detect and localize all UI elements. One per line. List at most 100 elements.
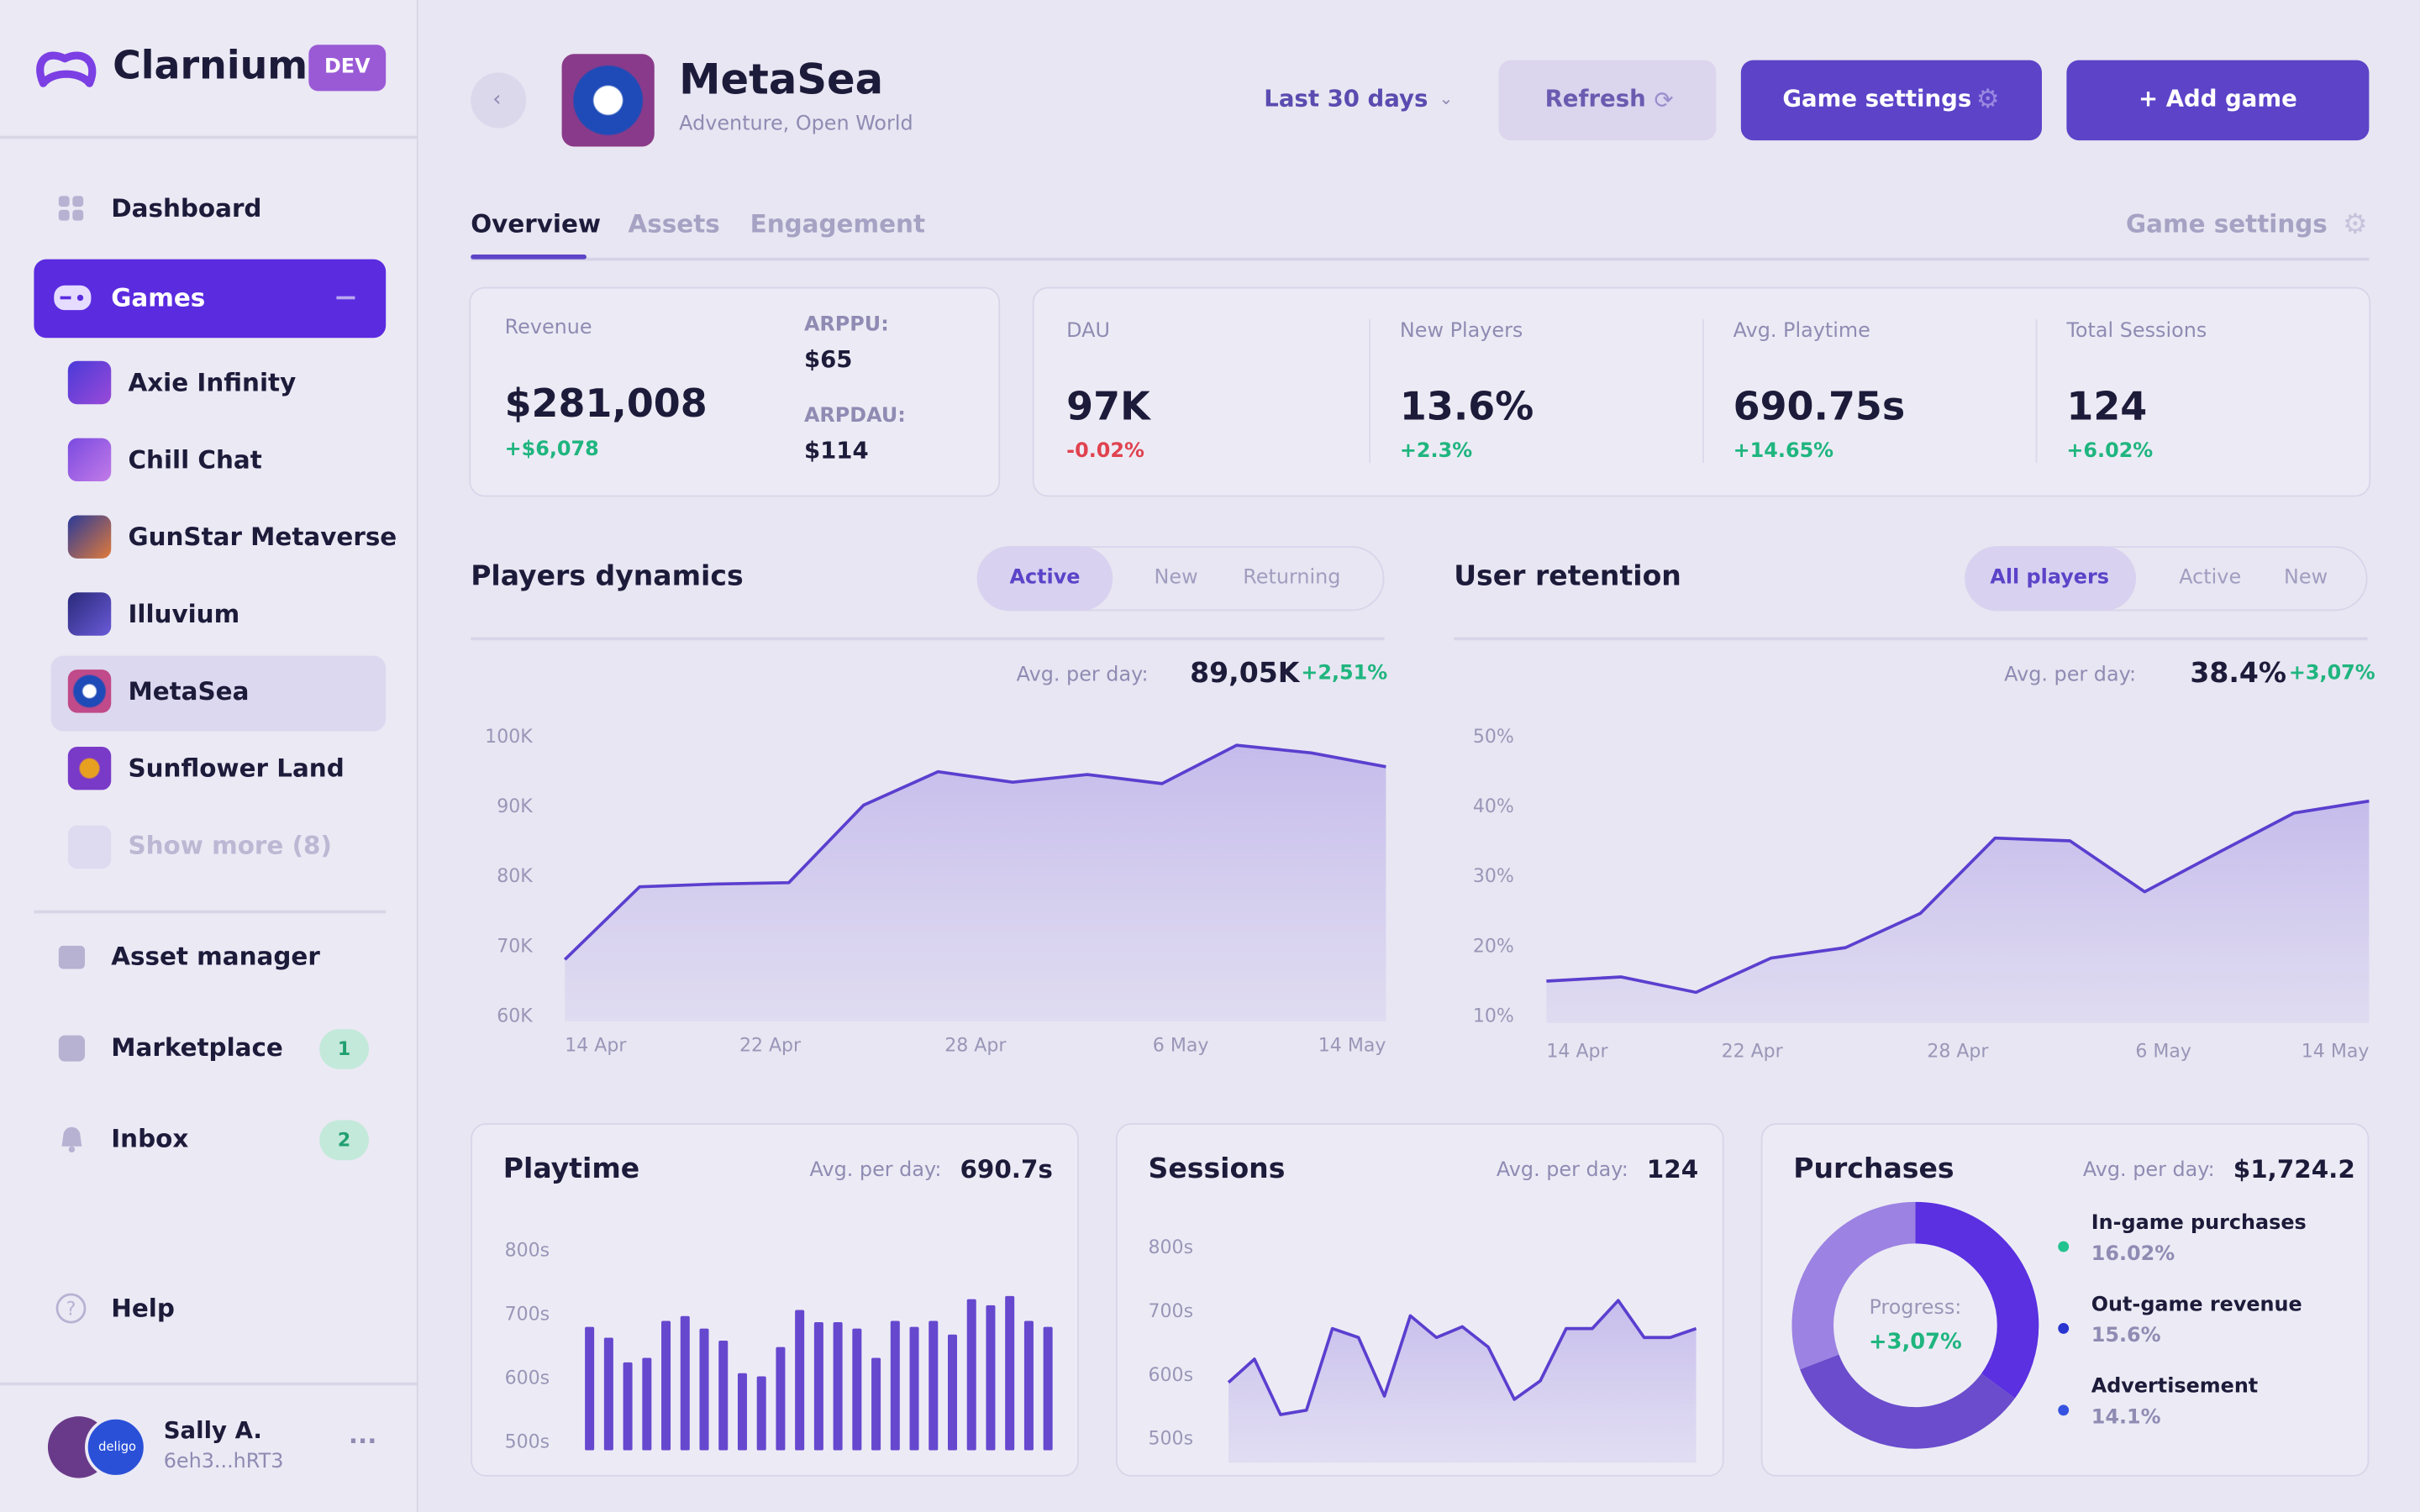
- filter[interactable]: Active: [2179, 566, 2242, 591]
- back-icon[interactable]: ‹: [492, 87, 502, 113]
- y-tick-label: 90K: [497, 796, 533, 817]
- x-tick-label: 14 Apr: [1546, 1042, 1608, 1063]
- kpi-divider: [1369, 319, 1371, 464]
- game-item[interactable]: GunStar Metaverse: [128, 522, 397, 552]
- tab-settings[interactable]: Game settings: [2126, 208, 2328, 239]
- game-icon: [67, 746, 112, 790]
- filter[interactable]: Returning: [1243, 566, 1341, 591]
- settings-label[interactable]: Game settings: [1782, 85, 1972, 113]
- bar: [776, 1347, 786, 1451]
- line: [563, 743, 1386, 961]
- avg-change: +3,07%: [2288, 662, 2375, 685]
- period-select[interactable]: Last 30 days: [1264, 85, 1428, 113]
- filter-active[interactable]: [1965, 546, 2137, 612]
- filter[interactable]: All players: [1990, 566, 2109, 591]
- more-menu[interactable]: ···: [348, 1425, 377, 1456]
- add-game-label[interactable]: + Add game: [2139, 85, 2297, 113]
- line: [1227, 1299, 1697, 1416]
- avg-change: +2,51%: [1301, 662, 1388, 685]
- help-icon: ?: [55, 1293, 87, 1324]
- bar: [718, 1340, 729, 1451]
- filter-active[interactable]: [976, 546, 1113, 612]
- avg-label: Avg. per day:: [2004, 664, 2137, 687]
- kpi-label: Avg. Playtime: [1733, 319, 1870, 344]
- card-title: Sessions: [1148, 1152, 1286, 1185]
- chevron[interactable]: ⌄: [1439, 88, 1454, 109]
- nav-asset-manager[interactable]: Asset manager: [111, 942, 320, 972]
- nav-inbox[interactable]: Inbox: [111, 1123, 189, 1153]
- nav-games[interactable]: Games: [111, 282, 206, 312]
- avg-value: 38.4%: [2190, 657, 2287, 690]
- settings-button[interactable]: [1740, 60, 2043, 141]
- bar: [966, 1299, 976, 1451]
- gear-icon[interactable]: ⚙: [1975, 84, 2000, 116]
- filter[interactable]: New: [1154, 566, 1198, 591]
- user-retention-chart: 10% 20% 30% 40% 50% 14 Apr 22 Apr 28 Apr 6 May 14…: [1473, 727, 2370, 1063]
- tab[interactable]: Overview: [471, 208, 602, 239]
- legend-dot: [2058, 1241, 2070, 1252]
- legend-value: 14.1%: [2091, 1404, 2161, 1428]
- tab[interactable]: Engagement: [750, 208, 926, 239]
- y-tick-label: 700s: [505, 1305, 550, 1326]
- game-icon: [67, 592, 112, 636]
- show-more[interactable]: Show more (8): [128, 830, 332, 860]
- bar: [623, 1362, 633, 1451]
- revenue-card: [469, 286, 1001, 497]
- stat-label: Revenue: [504, 316, 592, 340]
- game-item[interactable]: Axie Infinity: [128, 367, 297, 397]
- filter[interactable]: Active: [1009, 566, 1081, 591]
- avg-label: Avg. per day:: [1016, 664, 1149, 687]
- badge: 1: [337, 1037, 351, 1060]
- avg-label: Avg. per day:: [2082, 1158, 2215, 1183]
- y-tick-label: 600s: [1149, 1365, 1194, 1386]
- gear-icon[interactable]: ⚙: [2343, 208, 2368, 241]
- game-item[interactable]: MetaSea: [128, 676, 250, 706]
- playtime-chart: 500s 600s 700s 800s: [505, 1241, 1053, 1452]
- game-icon: [67, 515, 112, 559]
- legend-dot: [2058, 1323, 2070, 1334]
- bar: [795, 1310, 805, 1451]
- donut-segment: [1791, 1201, 2039, 1449]
- avatar-wallet: [85, 1416, 147, 1478]
- collapse-icon[interactable]: [336, 296, 355, 300]
- section-line: [1454, 637, 2368, 640]
- kpi-label: New Players: [1399, 319, 1523, 344]
- stat-value: $65: [803, 345, 853, 374]
- tab-underline: [471, 255, 587, 260]
- refresh-icon[interactable]: ⟳: [1654, 86, 1674, 114]
- back-button[interactable]: [471, 72, 527, 129]
- nav-marketplace[interactable]: Marketplace: [111, 1032, 283, 1063]
- x-tick-label: 22 Apr: [1722, 1042, 1784, 1063]
- add-game-button[interactable]: [2066, 60, 2370, 141]
- game-icon: [67, 438, 112, 482]
- bar: [1043, 1326, 1053, 1451]
- center-value: +3,07%: [1869, 1329, 1962, 1354]
- game-item[interactable]: Illuvium: [128, 599, 240, 629]
- logo: [36, 51, 97, 87]
- y-tick-label: 800s: [1149, 1237, 1194, 1258]
- tab[interactable]: Assets: [628, 208, 720, 239]
- kpi-value: 13.6%: [1399, 384, 1534, 429]
- nav-dashboard[interactable]: Dashboard: [111, 193, 262, 223]
- y-tick-label: 80K: [497, 866, 533, 887]
- refresh-button[interactable]: [1498, 60, 1717, 141]
- kpi-divider: [1702, 319, 1704, 464]
- refresh-label[interactable]: Refresh: [1544, 85, 1646, 113]
- y-tick-label: 40%: [1473, 796, 1514, 817]
- game-item[interactable]: Chill Chat: [128, 444, 262, 475]
- bar: [986, 1305, 996, 1451]
- kpi-label: DAU: [1066, 319, 1110, 344]
- nav-games-bg[interactable]: [34, 259, 387, 339]
- game-avatar: [561, 54, 655, 147]
- user-wallet: 6eh3...hRT3: [163, 1450, 284, 1474]
- game-item[interactable]: Sunflower Land: [128, 753, 345, 783]
- filter[interactable]: New: [2284, 566, 2328, 591]
- brand: Clarnium: [113, 43, 308, 88]
- nav-help[interactable]: Help: [111, 1293, 175, 1323]
- y-tick-label: 20%: [1473, 936, 1514, 957]
- bar: [737, 1373, 747, 1451]
- avatar-text: deligo: [98, 1440, 137, 1454]
- area: [1228, 1300, 1697, 1463]
- card-title: Purchases: [1793, 1152, 1954, 1185]
- section-title: Players dynamics: [471, 560, 744, 593]
